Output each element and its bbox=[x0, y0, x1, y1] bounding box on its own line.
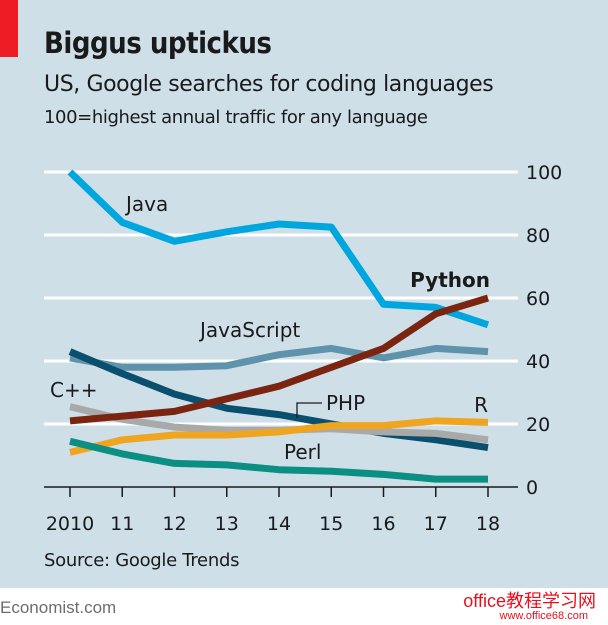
series-labels: Java JavaScript PHP C++ R Perl Python bbox=[50, 192, 490, 464]
y-tick-label-20: 20 bbox=[526, 414, 550, 436]
y-tick-label-40: 40 bbox=[526, 351, 550, 373]
series-label-java: Java bbox=[124, 192, 168, 216]
economist-red-tab bbox=[0, 0, 18, 57]
watermark-url: www.office68.com bbox=[499, 610, 588, 622]
x-tick-label-2011: 11 bbox=[110, 513, 134, 535]
x-tick-label-2012: 12 bbox=[162, 513, 186, 535]
chart-title: Biggus uptickus bbox=[44, 26, 272, 60]
y-tick-label-0: 0 bbox=[526, 477, 538, 499]
series-label-php: PHP bbox=[326, 391, 365, 415]
y-tick-label-80: 80 bbox=[526, 225, 550, 247]
source-note: Source: Google Trends bbox=[44, 550, 240, 571]
series-line-r bbox=[69, 417, 489, 456]
chart-index-note: 100=highest annual traffic for any langu… bbox=[44, 107, 428, 128]
series-line-php bbox=[68, 348, 489, 452]
series-line-java bbox=[67, 169, 490, 329]
series-label-r: R bbox=[474, 393, 488, 417]
x-tick-label-2013: 13 bbox=[215, 513, 239, 535]
chart-panel bbox=[0, 0, 608, 588]
php-leader-line bbox=[296, 402, 322, 418]
series-line-javascript bbox=[69, 344, 489, 371]
y-tick-label-60: 60 bbox=[526, 288, 550, 310]
series-label-python: Python bbox=[410, 268, 490, 292]
y-axis: 0 20 40 60 80 100 bbox=[526, 162, 562, 499]
x-tick-label-2014: 14 bbox=[267, 513, 291, 535]
series-label-javascript: JavaScript bbox=[198, 318, 300, 342]
y-tick-label-100: 100 bbox=[526, 162, 562, 184]
watermark-title: office教程学习网 bbox=[463, 591, 596, 611]
series-label-cpp: C++ bbox=[50, 378, 97, 402]
series-line-python bbox=[69, 294, 490, 425]
series-line-perl bbox=[69, 437, 488, 483]
chart-subtitle: US, Google searches for coding languages bbox=[44, 72, 494, 97]
x-tick-label-2010: 2010 bbox=[46, 513, 94, 535]
series-label-perl: Perl bbox=[284, 440, 321, 464]
x-tick-label-2018: 18 bbox=[476, 513, 500, 535]
publisher-credit: Economist.com bbox=[0, 598, 117, 617]
x-tick-label-2017: 17 bbox=[424, 513, 448, 535]
series-lines bbox=[67, 169, 490, 483]
x-tick-label-2016: 16 bbox=[371, 513, 395, 535]
x-axis: 2010 11 12 13 14 15 16 17 18 bbox=[44, 486, 518, 535]
x-tick-label-2015: 15 bbox=[319, 513, 343, 535]
